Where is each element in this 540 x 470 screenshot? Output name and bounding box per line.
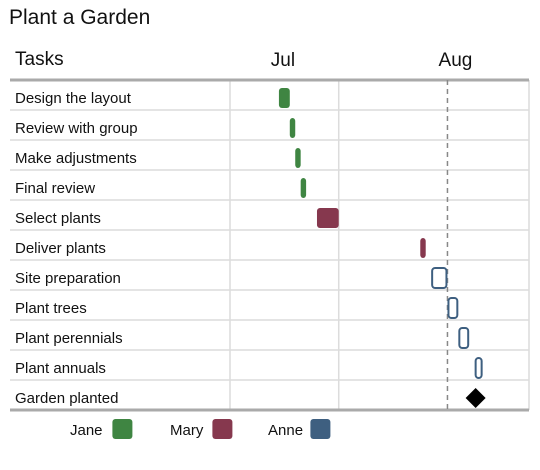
task-label: Make adjustments	[15, 150, 137, 167]
task-bar	[431, 267, 448, 289]
legend-label: Jane	[70, 422, 103, 439]
task-bar	[289, 118, 296, 138]
legend-label: Mary	[170, 422, 204, 439]
legend: Jane Mary Anne	[70, 419, 331, 439]
month-label: Jul	[271, 50, 295, 71]
task-label: Final review	[15, 180, 95, 197]
task-label: Garden planted	[15, 390, 118, 407]
milestone-marker	[465, 388, 486, 408]
task-bar	[447, 297, 459, 319]
time-axis-labels: Jul Aug	[271, 50, 473, 71]
task-bar	[316, 208, 339, 228]
task-label: Deliver plants	[15, 240, 106, 257]
task-labels: Design the layout Review with group Make a…	[15, 90, 138, 407]
task-bars	[278, 88, 486, 408]
task-bar	[474, 357, 483, 379]
tasks-column-header: Tasks	[15, 49, 64, 70]
task-label: Plant trees	[15, 300, 87, 317]
legend-swatch	[112, 419, 133, 439]
chart-title: Plant a Garden	[9, 6, 150, 29]
month-label: Aug	[439, 50, 473, 71]
task-bar	[458, 327, 470, 349]
task-label: Site preparation	[15, 270, 121, 287]
legend-swatch	[212, 419, 233, 439]
task-label: Plant perennials	[15, 330, 123, 347]
task-bar	[300, 178, 307, 198]
task-bar	[295, 148, 301, 168]
grid	[10, 78, 530, 412]
task-label: Review with group	[15, 120, 138, 137]
task-bar	[278, 88, 290, 108]
task-label: Design the layout	[15, 90, 132, 107]
task-label: Select plants	[15, 210, 101, 227]
task-label: Plant annuals	[15, 360, 106, 377]
legend-label: Anne	[268, 422, 303, 439]
task-bar	[420, 238, 426, 258]
legend-swatch	[310, 419, 331, 439]
